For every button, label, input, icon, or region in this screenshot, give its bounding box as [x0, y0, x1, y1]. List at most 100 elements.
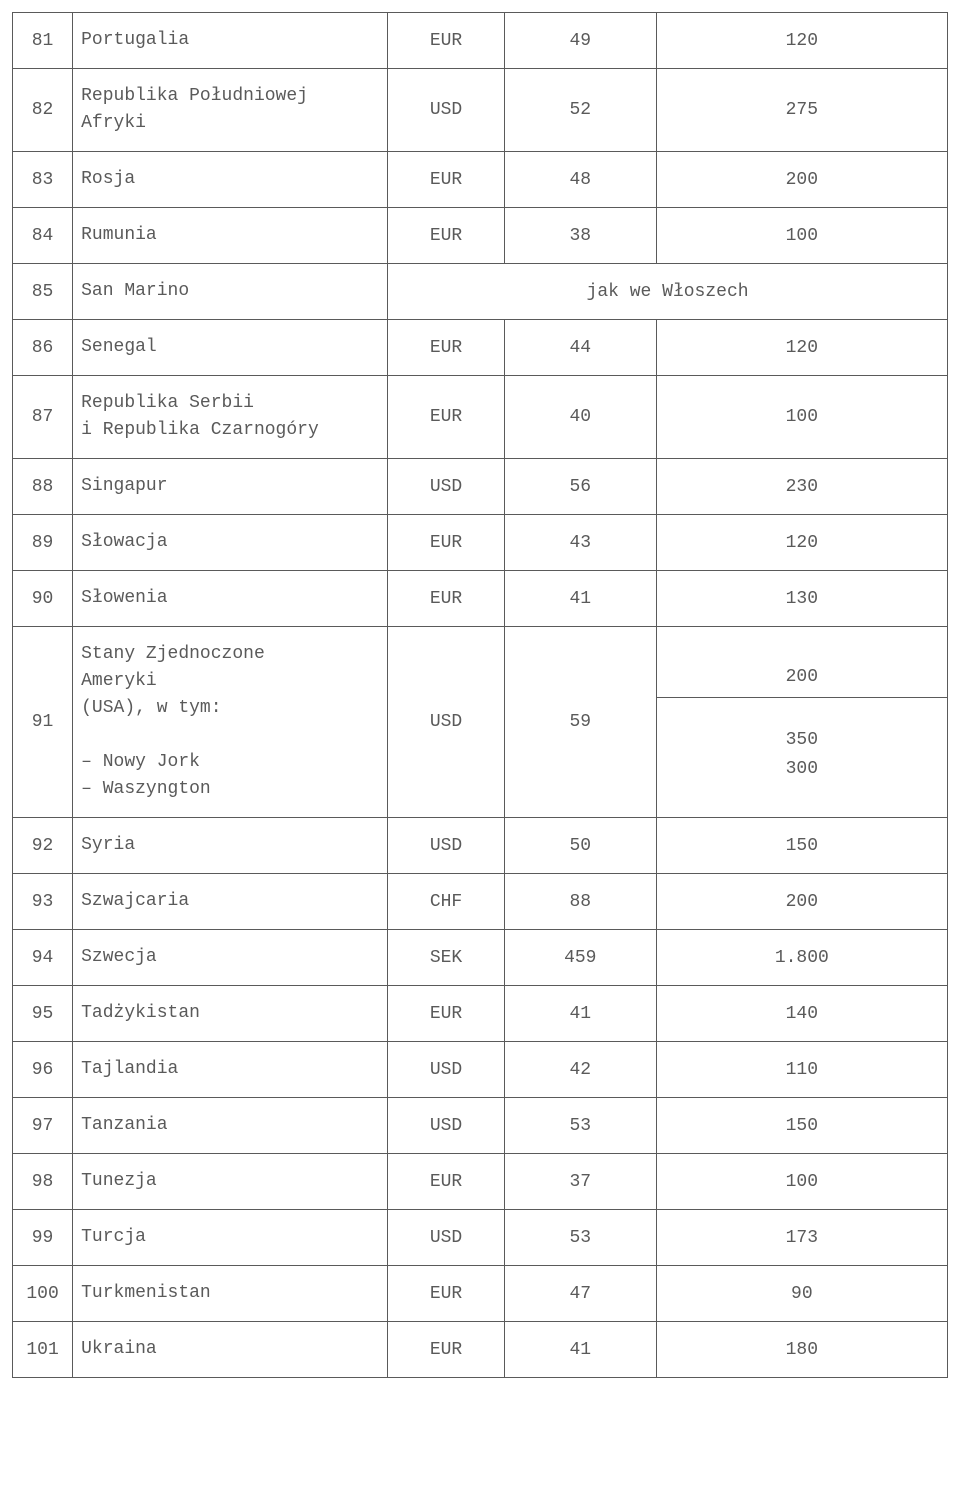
row-number: 100 [13, 1266, 73, 1322]
row-number: 93 [13, 874, 73, 930]
table-row: 89SłowacjaEUR43120 [13, 515, 948, 571]
row-value-1: 56 [504, 459, 656, 515]
row-currency: CHF [388, 874, 505, 930]
row-value-1: 47 [504, 1266, 656, 1322]
row-country: Turkmenistan [73, 1266, 388, 1322]
row-number: 96 [13, 1042, 73, 1098]
row-country: Turcja [73, 1210, 388, 1266]
row-currency: USD [388, 1098, 505, 1154]
table-row: 85San Marinojak we Włoszech [13, 264, 948, 320]
row-value-2-top: 200 [657, 661, 947, 698]
row-value-2: 120 [656, 515, 947, 571]
row-country: Portugalia [73, 13, 388, 69]
row-currency: EUR [388, 320, 505, 376]
row-currency: EUR [388, 1322, 505, 1378]
row-value-1: 459 [504, 930, 656, 986]
row-number: 85 [13, 264, 73, 320]
row-country: Stany Zjednoczone Ameryki (USA), w tym: … [73, 627, 388, 818]
row-number: 88 [13, 459, 73, 515]
row-country: Syria [73, 818, 388, 874]
row-number: 90 [13, 571, 73, 627]
row-number: 82 [13, 69, 73, 152]
row-country: Tanzania [73, 1098, 388, 1154]
row-number: 92 [13, 818, 73, 874]
table-row: 95TadżykistanEUR41140 [13, 986, 948, 1042]
table-row: 96TajlandiaUSD42110 [13, 1042, 948, 1098]
table-row: 84RumuniaEUR38100 [13, 208, 948, 264]
row-country: Senegal [73, 320, 388, 376]
row-currency: USD [388, 459, 505, 515]
table-row: 93SzwajcariaCHF88200 [13, 874, 948, 930]
row-value-1: 50 [504, 818, 656, 874]
row-number: 95 [13, 986, 73, 1042]
allowance-table: 81PortugaliaEUR4912082Republika Południo… [12, 12, 948, 1378]
row-value-2: 120 [656, 320, 947, 376]
row-value-2: 100 [656, 376, 947, 459]
row-country: Słowenia [73, 571, 388, 627]
row-currency: EUR [388, 515, 505, 571]
row-value-2: 275 [656, 69, 947, 152]
row-number: 97 [13, 1098, 73, 1154]
row-currency: EUR [388, 13, 505, 69]
row-currency: EUR [388, 152, 505, 208]
row-number: 91 [13, 627, 73, 818]
row-currency: EUR [388, 376, 505, 459]
row-value-1: 38 [504, 208, 656, 264]
row-value-1: 88 [504, 874, 656, 930]
row-value-2: 200 [656, 152, 947, 208]
row-value-2-bottom: 350 300 [657, 698, 947, 784]
row-value-1: 53 [504, 1098, 656, 1154]
table-row: 97TanzaniaUSD53150 [13, 1098, 948, 1154]
table-row: 92SyriaUSD50150 [13, 818, 948, 874]
row-currency: EUR [388, 986, 505, 1042]
row-currency: USD [388, 1210, 505, 1266]
row-merged-note: jak we Włoszech [388, 264, 948, 320]
row-value-1: 37 [504, 1154, 656, 1210]
table-row: 94SzwecjaSEK4591.800 [13, 930, 948, 986]
table-row: 99TurcjaUSD53173 [13, 1210, 948, 1266]
row-number: 99 [13, 1210, 73, 1266]
table-row: 83RosjaEUR48200 [13, 152, 948, 208]
row-currency: USD [388, 69, 505, 152]
row-value-2: 180 [656, 1322, 947, 1378]
row-country: Tunezja [73, 1154, 388, 1210]
row-value-1: 53 [504, 1210, 656, 1266]
row-value-1: 40 [504, 376, 656, 459]
row-value-1: 42 [504, 1042, 656, 1098]
row-country: Tadżykistan [73, 986, 388, 1042]
row-number: 98 [13, 1154, 73, 1210]
row-currency: USD [388, 1042, 505, 1098]
row-value-1: 41 [504, 571, 656, 627]
row-country: Republika Południowej Afryki [73, 69, 388, 152]
table-row: 87Republika Serbii i Republika Czarnogór… [13, 376, 948, 459]
row-value-2: 150 [656, 1098, 947, 1154]
row-value-2: 140 [656, 986, 947, 1042]
table-row: 90SłoweniaEUR41130 [13, 571, 948, 627]
row-country: Tajlandia [73, 1042, 388, 1098]
row-number: 81 [13, 13, 73, 69]
row-value-2: 90 [656, 1266, 947, 1322]
row-number: 83 [13, 152, 73, 208]
row-value-1: 41 [504, 986, 656, 1042]
row-value-2: 100 [656, 1154, 947, 1210]
row-number: 101 [13, 1322, 73, 1378]
row-value-2: 130 [656, 571, 947, 627]
table-row: 81PortugaliaEUR49120 [13, 13, 948, 69]
row-value-1: 52 [504, 69, 656, 152]
table-row: 100TurkmenistanEUR4790 [13, 1266, 948, 1322]
row-country: Ukraina [73, 1322, 388, 1378]
row-country: Singapur [73, 459, 388, 515]
row-number: 87 [13, 376, 73, 459]
row-value-2: 230 [656, 459, 947, 515]
row-number: 94 [13, 930, 73, 986]
row-value-2: 150 [656, 818, 947, 874]
row-value-2: 100 [656, 208, 947, 264]
row-currency: EUR [388, 571, 505, 627]
row-currency: EUR [388, 1266, 505, 1322]
row-country: Słowacja [73, 515, 388, 571]
row-value-1: 41 [504, 1322, 656, 1378]
table-row: 86SenegalEUR44120 [13, 320, 948, 376]
row-country: Szwajcaria [73, 874, 388, 930]
row-value-2: 1.800 [656, 930, 947, 986]
row-value-2: 200350 300 [656, 627, 947, 818]
